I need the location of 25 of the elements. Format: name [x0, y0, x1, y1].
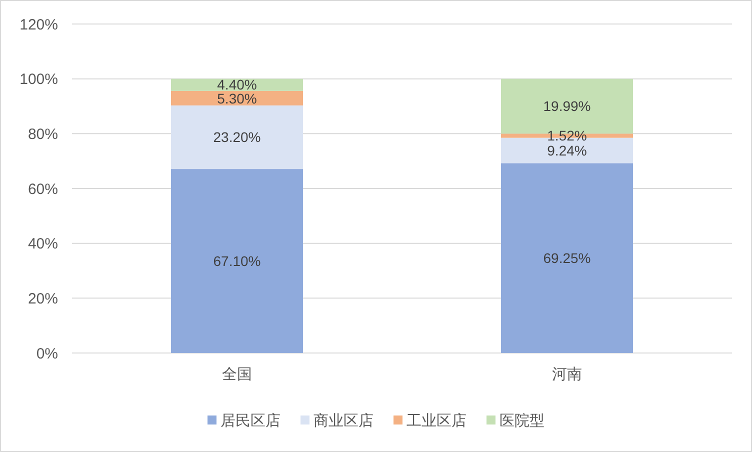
y-tick-label: 100% — [20, 71, 58, 88]
x-tick-label: 全国 — [222, 366, 252, 383]
data-label: 9.24% — [547, 142, 587, 158]
data-label: 5.30% — [217, 90, 257, 106]
bar — [171, 90, 303, 106]
y-tick-label: 20% — [28, 290, 58, 308]
y-tick-label: 120% — [20, 16, 58, 34]
data-label: 69.25% — [543, 250, 591, 266]
bar — [171, 105, 303, 170]
data-label: 67.10% — [213, 252, 261, 269]
x-tick-label: 河南 — [552, 366, 582, 383]
bar — [171, 169, 303, 353]
data-label: 19.99% — [543, 98, 591, 114]
y-tick-label: 60% — [28, 180, 58, 198]
legend-label: 居民区店 — [220, 412, 280, 430]
legend-label: 商业区店 — [314, 412, 374, 430]
y-tick-label: 80% — [28, 126, 58, 143]
data-label: 1.52% — [547, 128, 587, 144]
data-label: 4.40% — [217, 76, 257, 92]
legend-label: 医院型 — [500, 412, 544, 430]
legend-label: 工业区店 — [406, 412, 466, 430]
y-tick-label: 40% — [28, 236, 58, 253]
y-tick-label: 0% — [36, 345, 58, 362]
bar — [501, 163, 633, 353]
data-label: 23.20% — [213, 129, 261, 146]
